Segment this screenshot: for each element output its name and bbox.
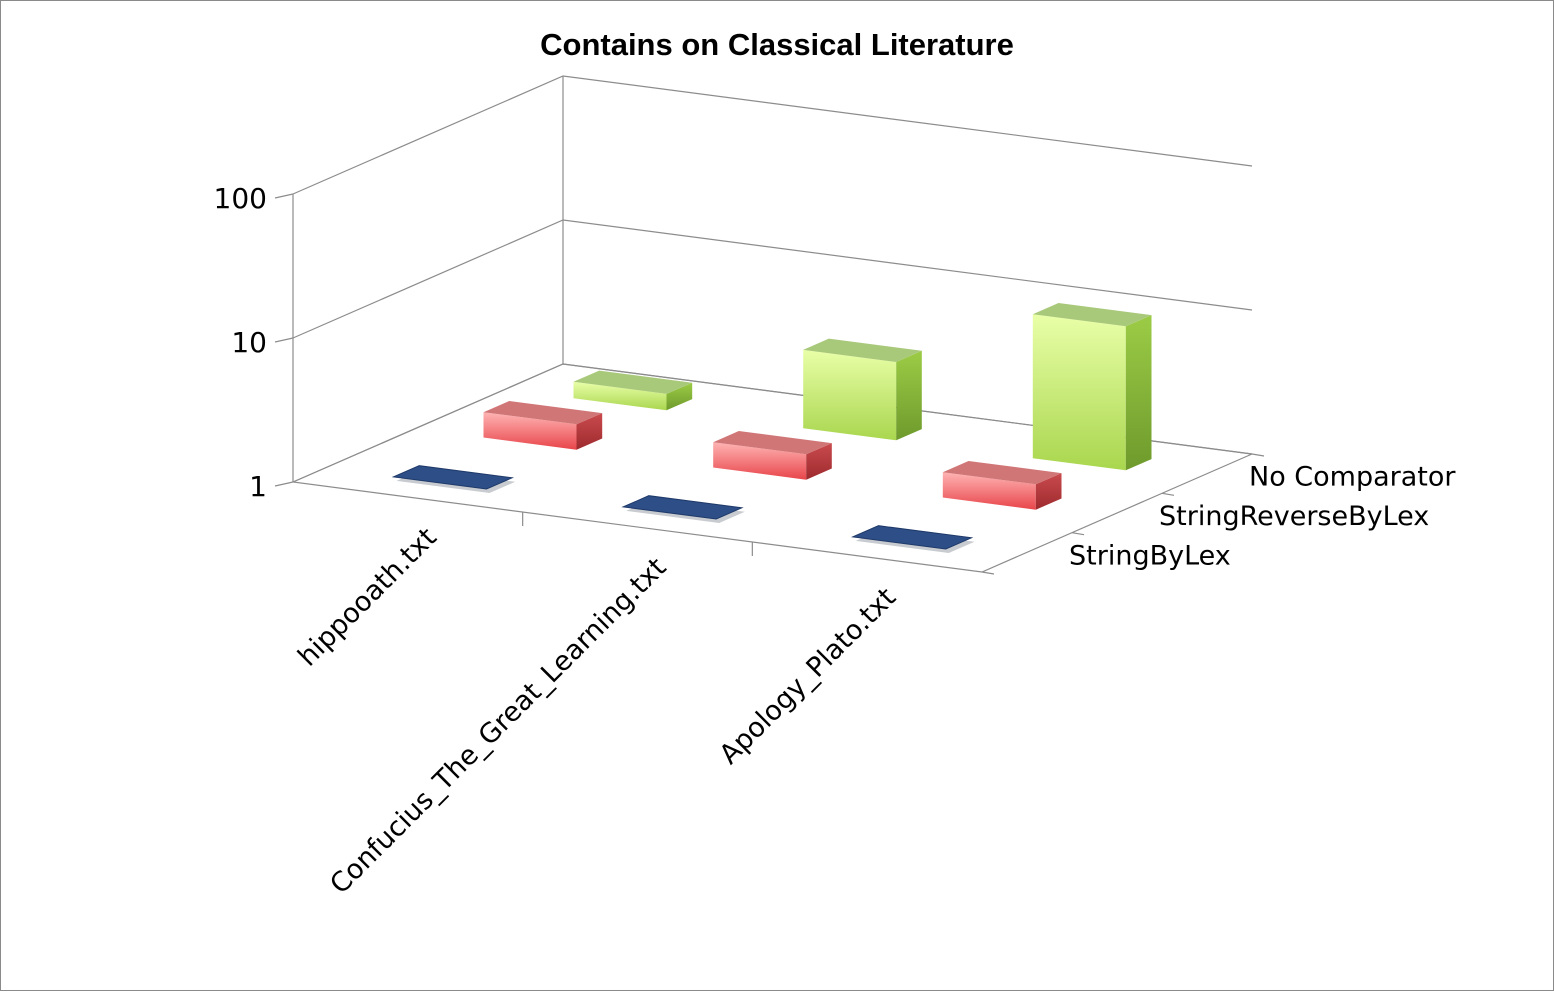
y-tick-label: 10	[231, 326, 267, 359]
y-tick-label: 100	[214, 182, 267, 215]
z-tick-mark	[1251, 453, 1265, 457]
x-tick-label: Apology_Plato.txt	[714, 582, 902, 770]
bar	[942, 461, 1062, 510]
bar-top	[573, 370, 693, 394]
series-label: StringReverseByLex	[1159, 501, 1429, 532]
y-tick-mark	[274, 481, 294, 487]
bar-side	[806, 443, 832, 480]
bar-top	[803, 338, 922, 362]
gridline	[292, 75, 1253, 195]
series-label: No Comparator	[1249, 462, 1456, 493]
bar	[713, 431, 832, 480]
z-tick-mark	[1161, 492, 1175, 496]
y-tick-label: 1	[249, 470, 267, 503]
series-stringreversebylex	[483, 401, 1062, 510]
bar-top	[1032, 303, 1152, 327]
chart-title: Contains on Classical Literature	[540, 27, 1014, 62]
chart-walls	[292, 75, 1253, 573]
y-tick-mark	[274, 337, 294, 343]
z-tick-mark	[1071, 532, 1085, 536]
bar-front	[713, 442, 807, 480]
bar	[573, 370, 693, 411]
series-stringbylex	[391, 465, 975, 553]
series-no-comparator	[573, 303, 1152, 471]
bar-front	[803, 349, 897, 441]
series-label: StringByLex	[1069, 540, 1231, 571]
bar-front	[942, 472, 1036, 510]
bar	[621, 495, 745, 523]
bar-top	[713, 431, 832, 455]
bar-side	[896, 350, 922, 441]
bar	[483, 401, 603, 450]
bar-front	[1032, 314, 1126, 471]
bar-top	[942, 461, 1062, 485]
bar-side	[576, 413, 603, 450]
bar-top	[850, 525, 974, 550]
bar-side	[666, 382, 693, 411]
bar	[391, 465, 516, 493]
bar-top	[391, 465, 515, 490]
bar-top	[483, 401, 603, 425]
bar-front	[483, 412, 577, 450]
y-tick-mark	[274, 193, 294, 199]
x-tick-label: hippooath.txt	[292, 522, 443, 673]
bar	[850, 525, 975, 553]
bar	[803, 338, 922, 441]
bar	[1032, 303, 1152, 471]
bar-top	[621, 495, 744, 520]
series-axis: StringByLex StringReverseByLex No Comparat…	[1069, 462, 1456, 572]
category-axis: hippooath.txtConfucius_The_Great_Learnin…	[292, 522, 902, 900]
bar-front	[573, 381, 667, 411]
z-tick-mark	[981, 571, 995, 575]
bar-side	[1035, 473, 1062, 510]
value-axis: 1 10 100	[214, 182, 1265, 575]
bar-side	[1125, 315, 1152, 471]
plot-area	[391, 303, 1152, 553]
